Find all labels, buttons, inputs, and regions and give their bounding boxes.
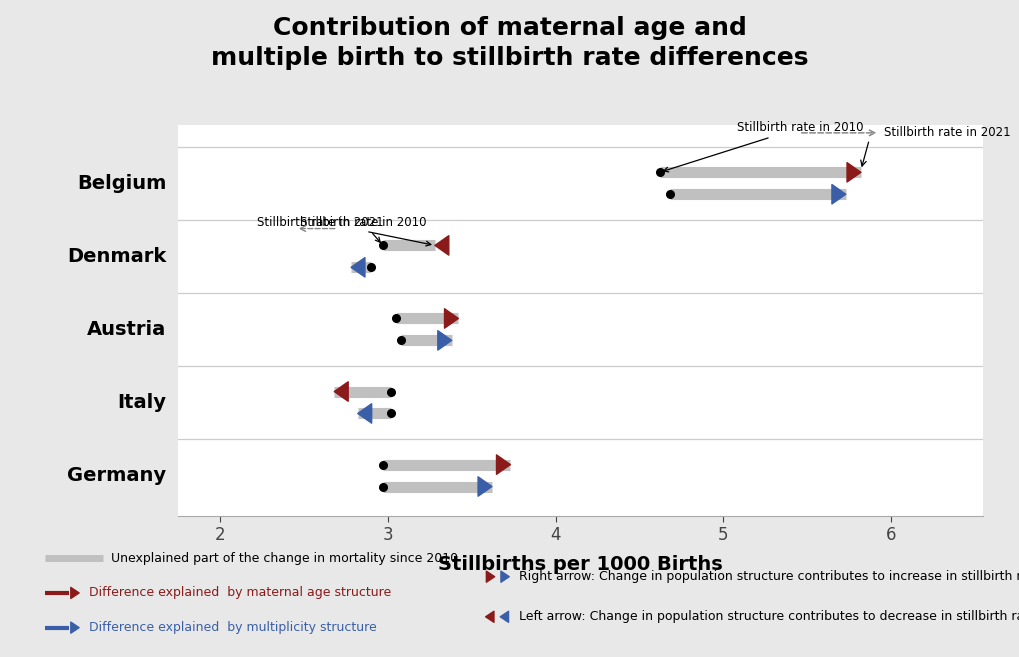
Text: Right arrow: Change in population structure contributes to increase in stillbirt: Right arrow: Change in population struct… xyxy=(519,570,1019,583)
X-axis label: Stillbirths per 1000 Births: Stillbirths per 1000 Births xyxy=(438,555,723,574)
Text: Stillbirth rate in 2021: Stillbirth rate in 2021 xyxy=(257,215,431,246)
Text: Italy: Italy xyxy=(117,393,166,412)
Text: Difference explained  by maternal age structure: Difference explained by maternal age str… xyxy=(89,587,391,599)
Text: Contribution of maternal age and
multiple birth to stillbirth rate differences: Contribution of maternal age and multipl… xyxy=(211,16,808,70)
Text: Stillbirth rate in 2021: Stillbirth rate in 2021 xyxy=(884,126,1011,139)
Text: Stillbirth rate in 2010: Stillbirth rate in 2010 xyxy=(300,215,426,242)
Text: Belgium: Belgium xyxy=(76,174,166,193)
Text: Left arrow: Change in population structure contributes to decrease in stillbirth: Left arrow: Change in population structu… xyxy=(519,610,1019,623)
Text: Difference explained  by multiplicity structure: Difference explained by multiplicity str… xyxy=(89,621,376,634)
Text: Unexplained part of the change in mortality since 2010: Unexplained part of the change in mortal… xyxy=(111,552,459,565)
Text: Austria: Austria xyxy=(87,320,166,339)
Text: Germany: Germany xyxy=(67,466,166,485)
Text: Denmark: Denmark xyxy=(67,247,166,266)
Text: Stillbirth rate in 2010: Stillbirth rate in 2010 xyxy=(663,122,863,172)
